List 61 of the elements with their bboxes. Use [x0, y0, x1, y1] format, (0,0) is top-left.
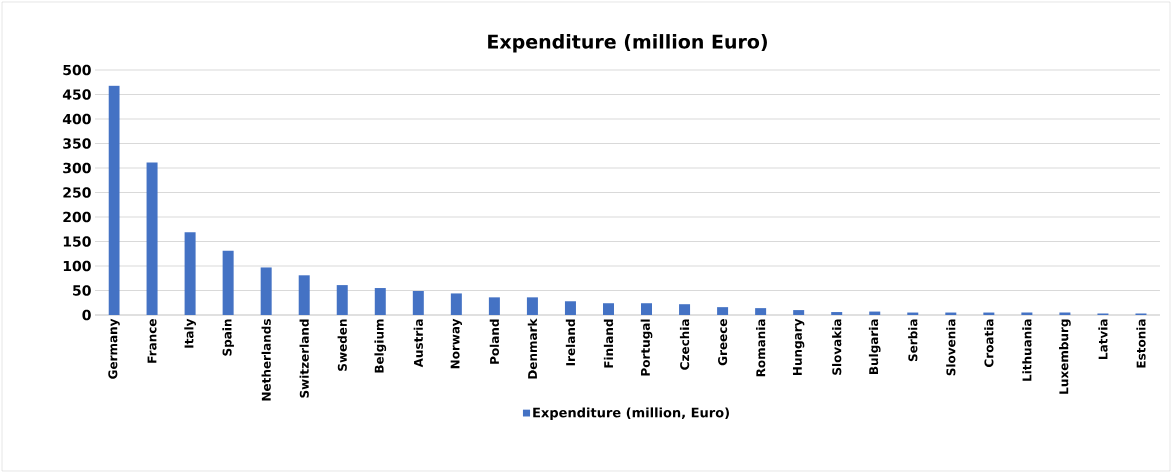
- bar: [184, 232, 196, 315]
- bar: [260, 267, 272, 315]
- bar: [831, 312, 843, 315]
- x-tick-label: Netherlands: [261, 319, 271, 401]
- bar: [374, 288, 386, 315]
- y-tick-label: 350: [63, 138, 91, 149]
- x-tick-label: Luxemburg: [1059, 319, 1071, 394]
- x-tick-label: Denmark: [527, 318, 538, 379]
- y-tick-label: 0: [82, 309, 91, 321]
- bar: [717, 307, 729, 315]
- x-tick-label: Finland: [603, 319, 614, 368]
- bar: [336, 285, 348, 315]
- x-tick-label: Greece: [718, 319, 728, 366]
- x-tick-label: Slovenia: [946, 319, 956, 376]
- x-tick-label: Estonia: [1136, 319, 1146, 368]
- bar: [146, 162, 158, 315]
- x-tick-label: Romania: [755, 319, 766, 377]
- bar: [602, 303, 614, 315]
- y-tick-label: 300: [63, 162, 91, 174]
- bar: [564, 301, 576, 315]
- y-tick-label: 400: [62, 113, 91, 125]
- x-tick-label: Belgium: [374, 319, 387, 373]
- chart-title: Expenditure (million Euro): [488, 34, 767, 53]
- x-tick-label: Sweden: [337, 319, 347, 371]
- x-tick-label: France: [147, 319, 157, 363]
- x-tick-label: Hungary: [792, 318, 805, 375]
- bar: [526, 297, 538, 315]
- x-tick-label: Austria: [413, 319, 423, 368]
- bar: [488, 297, 500, 315]
- y-tick-label: 250: [63, 187, 91, 198]
- y-tick-label: 500: [63, 64, 91, 76]
- bar: [755, 308, 767, 315]
- bar: [108, 85, 120, 315]
- x-tick-label: Bulgaria: [868, 319, 881, 375]
- legend-label: Expenditure (million, Euro): [533, 407, 729, 420]
- x-tick-label: Spain: [222, 319, 234, 356]
- x-tick-label: Slovakia: [832, 319, 842, 375]
- bar: [793, 310, 805, 315]
- bar: [641, 303, 653, 315]
- x-tick-label: Ireland: [565, 319, 576, 366]
- x-tick-label: Germany: [108, 318, 120, 379]
- x-tick-label: Poland: [489, 319, 500, 364]
- bar: [679, 304, 691, 315]
- x-tick-label: Serbia: [908, 319, 918, 362]
- x-tick-label: Latvia: [1098, 319, 1108, 359]
- bar: [450, 293, 462, 315]
- y-tick-label: 450: [62, 89, 91, 100]
- y-tick-label: 100: [63, 260, 91, 272]
- y-tick-label: 200: [63, 211, 91, 223]
- bar: [412, 290, 424, 315]
- y-tick-label: 150: [63, 236, 91, 247]
- bar: [222, 250, 234, 315]
- x-tick-label: Czechia: [679, 319, 690, 370]
- x-tick-label: Croatia: [984, 319, 994, 367]
- x-tick-label: Lithuania: [1022, 319, 1032, 381]
- y-tick-label: 50: [73, 285, 91, 296]
- x-tick-label: Portugal: [640, 319, 653, 376]
- bar: [298, 275, 310, 315]
- x-tick-label: Norway: [450, 318, 463, 369]
- x-tick-label: Switzerland: [299, 319, 309, 398]
- x-tick-label: Italy: [184, 318, 196, 348]
